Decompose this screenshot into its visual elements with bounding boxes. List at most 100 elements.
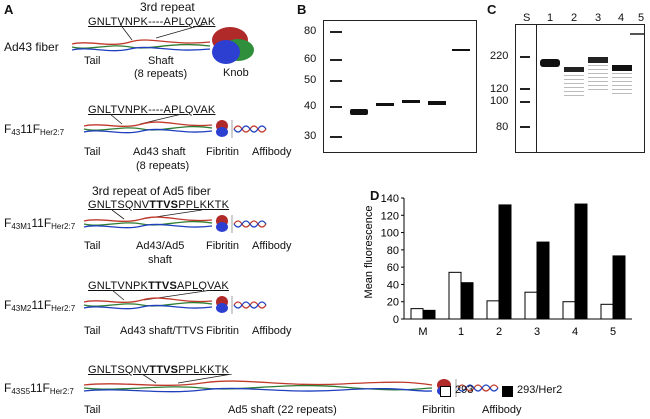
x-tick-label: M (418, 326, 427, 338)
gel-b-marker-40: 40 (304, 100, 317, 112)
f43s5-sequence: GNLTSQNVTTVSPPLKKTK (88, 364, 229, 376)
f43m2-sequence: GNLTVNPKTTVSAPLQVAK (88, 280, 229, 292)
bar-293-M (410, 308, 424, 320)
bar-293-her2-5 (612, 255, 626, 320)
gel-c-band-lane-3 (588, 57, 608, 63)
gel-b-ladder-band (330, 136, 342, 138)
f4311-affibody-label: Affibody (252, 146, 292, 158)
ad43-shaft-note: (8 repeats) (134, 68, 188, 80)
gel-b-band-lane-4 (428, 101, 446, 105)
x-tick-label: 5 (610, 326, 616, 338)
gel-c-lane-s: S (523, 12, 531, 24)
f4311-seq-left: GNLTVNPK (88, 104, 149, 116)
f43m1-seq-pre: GNLTSQNV (88, 199, 150, 211)
f43s5-title: F43S511FHer2:7 (4, 381, 74, 396)
f4311-tail-label: Tail (84, 146, 101, 158)
bar-293-her2-3 (536, 241, 550, 320)
f43m1-affibody-label: Affibody (252, 240, 292, 252)
bar-293-her2-2 (498, 204, 512, 320)
x-tick-label: 3 (534, 326, 540, 338)
y-tick-label: 100 (381, 228, 399, 240)
f4311-name-sub2: Her2:7 (40, 128, 65, 137)
bar-293-3 (524, 291, 538, 320)
gel-b-marker-50: 50 (304, 74, 317, 86)
gel-b-band-lane-1 (350, 109, 368, 115)
f43m1-fibritin-label: Fibritin (206, 240, 240, 252)
f4311-shaft-note: (8 repeats) (136, 160, 190, 172)
gel-c-marker-120: 120 (490, 83, 509, 95)
f4311-name-main: F (4, 122, 12, 136)
gel-b-band-lane-3 (402, 100, 420, 103)
f43m1-tail-label: Tail (84, 240, 101, 252)
gel-c-ladder-band (520, 126, 530, 128)
gel-c-smear-lane-4 (612, 73, 632, 97)
panel-a-label: A (4, 2, 14, 17)
f43m1-fiber-diagram (83, 210, 267, 233)
f43m2-name-sub2: Her2:7 (51, 304, 76, 313)
gel-c-lane-4: 4 (618, 12, 625, 24)
f43s5-name-sub1: 43S5 (11, 387, 31, 396)
panel-b-label: B (297, 2, 307, 17)
x-tick-label: 4 (572, 326, 578, 338)
gel-c-band-lane-1 (540, 59, 560, 67)
f43s5-name-sub2: Her2:7 (49, 387, 74, 396)
gel-c-marker-80: 80 (496, 121, 509, 133)
ad43-repeat-note: 3rd repeat (140, 0, 195, 14)
ad43-seq-left: GNLTVNPK (88, 16, 149, 28)
chart-legend: 293 293/Her2 (440, 383, 640, 399)
f4311-fiber-diagram (83, 114, 267, 138)
gel-b-band-lane-2 (376, 103, 394, 106)
gel-c-marker-220: 220 (490, 50, 509, 62)
gel-b-band-lane-5 (452, 49, 470, 51)
gel-c-lane-2: 2 (571, 12, 578, 24)
ad43-tail-label: Tail (84, 55, 101, 67)
f43m1-seq-post: PPLKKTK (178, 199, 230, 211)
gel-c-lane-5: 5 (638, 12, 645, 24)
f4311-name-mid: 11F (20, 122, 41, 136)
bar-293-5 (600, 303, 614, 320)
y-tick-label: 40 (387, 279, 399, 291)
x-tick-label: 1 (458, 326, 464, 338)
bar-293-1 (448, 271, 462, 320)
ad43-fiber-diagram (71, 23, 254, 64)
f43m1-name-mid: 11F (31, 216, 52, 230)
gel-c-marker-100: 100 (490, 95, 509, 107)
y-tick-label: 80 (387, 245, 399, 257)
gel-c-lane-labels: S 1 2 3 4 5 (520, 12, 650, 26)
f4311-shaft-label: Ad43 shaft (133, 146, 186, 158)
f43s5-fibritin-label: Fibritin (422, 404, 456, 416)
gel-c-smear-lane-3 (588, 65, 608, 91)
bar-293-her2-4 (574, 203, 588, 320)
f43s5-seq-pre: GNLTSQNV (88, 364, 150, 376)
gel-b-ladder-band (330, 106, 342, 108)
gel-b-marker-30: 30 (304, 130, 317, 142)
f4311-title: F4311FHer2:7 (4, 122, 64, 137)
f43m1-shaft-note: shaft (148, 254, 172, 266)
f4311-seq-right: APLQVAK (163, 104, 216, 116)
chart-y-label: Mean fluorescence (363, 206, 375, 299)
f43m2-affibody-label: Affibody (252, 325, 292, 337)
ad43-fiber-title: Ad43 fiber (4, 40, 59, 54)
f43m2-tail-label: Tail (84, 325, 101, 337)
gel-c-ladder-band (520, 101, 530, 103)
bar-293-2 (486, 300, 500, 320)
f43s5-tail-label: Tail (84, 404, 101, 416)
legend-swatch-293-her2 (502, 386, 513, 397)
gel-c-lane-1: 1 (547, 12, 554, 24)
y-tick-label: 20 (387, 297, 399, 309)
f4311-sequence: GNLTVNPK----APLQVAK (88, 104, 216, 116)
f43m2-seq-bold: TTVS (148, 280, 177, 292)
f43m2-shaft-label: Ad43 shaft/TTVS (120, 325, 204, 337)
gel-b-image (323, 20, 477, 153)
f43m1-shaft-label: Ad43/Ad5 (136, 240, 185, 252)
gel-b-ladder-band (330, 80, 342, 82)
bar-293-her2-M (422, 309, 436, 320)
f43m1-seq-bold: TTVS (149, 199, 179, 211)
legend-label-293: 293 (455, 384, 474, 396)
ad43-sequence: GNLTVNPK----APLQVAK (88, 16, 216, 28)
gel-c-divider (536, 25, 537, 152)
gel-c-ladder-band (520, 56, 530, 58)
f43m1-name-sub2: Her2:7 (51, 222, 76, 231)
y-tick-label: 120 (381, 210, 399, 222)
f43s5-affibody-label: Affibody (482, 404, 522, 416)
